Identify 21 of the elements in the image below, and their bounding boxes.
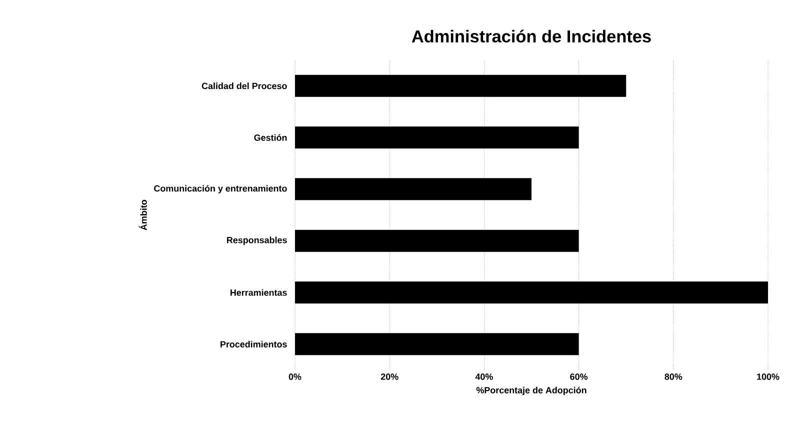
- x-tick-label: 60%: [570, 374, 588, 380]
- bar: [295, 178, 532, 200]
- y-tick-label: Responsables: [227, 236, 287, 246]
- y-tick-label: Comunicación y entrenamiento: [154, 184, 287, 194]
- y-tick-label: Calidad del Proceso: [202, 82, 287, 90]
- chart-title: Administración de Incidentes: [412, 30, 651, 43]
- bar: [295, 126, 579, 149]
- y-axis-title: Ámbito: [138, 200, 147, 230]
- bar: [295, 333, 579, 356]
- x-tick-label: 100%: [757, 374, 780, 380]
- x-tick-label: 0%: [288, 374, 302, 380]
- bar: [295, 230, 579, 252]
- x-tick-label: 40%: [475, 374, 493, 380]
- y-tick-label: Gestión: [254, 134, 287, 141]
- x-tick-label: 80%: [664, 374, 682, 380]
- x-tick-label: 20%: [380, 374, 398, 380]
- bar: [295, 74, 626, 97]
- y-tick-label: Herramientas: [230, 289, 287, 296]
- x-axis-title: %Porcentaje de Adopción: [476, 386, 586, 396]
- y-tick-label: Procedimientos: [220, 340, 287, 348]
- bar: [295, 282, 768, 304]
